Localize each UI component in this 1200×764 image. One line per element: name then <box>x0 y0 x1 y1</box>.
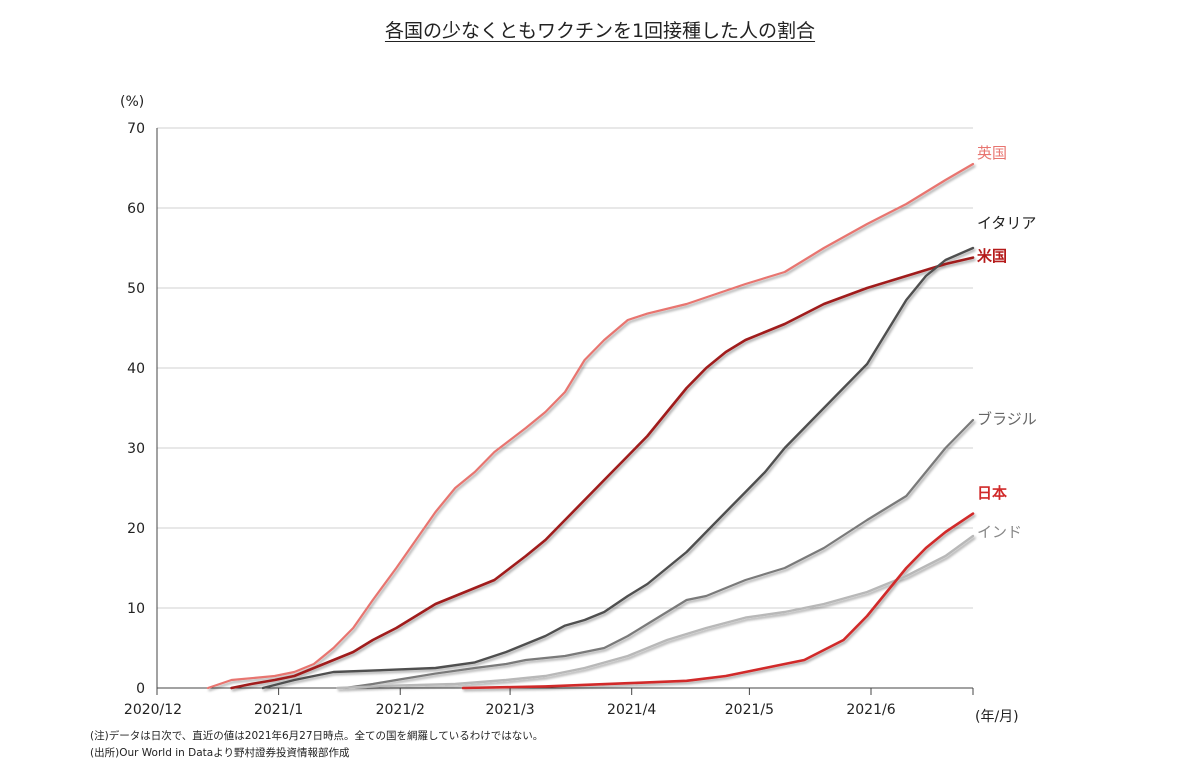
footnote: (注)データは日次で、直近の値は2021年6月27日時点。全ての国を網羅している… <box>90 730 544 742</box>
y-tick-label: 50 <box>127 281 145 297</box>
series-line-イタリア <box>261 246 975 690</box>
series-label-米国: 米国 <box>977 247 1007 265</box>
series-label-ブラジル: ブラジル <box>977 410 1037 428</box>
y-tick-label: 70 <box>127 121 145 137</box>
series-lines <box>206 162 975 690</box>
y-tick-label: 10 <box>127 601 145 617</box>
y-unit-label: (%) <box>120 94 144 110</box>
x-tick-label: 2021/4 <box>607 702 656 718</box>
series-line-米国 <box>230 256 975 690</box>
x-tick-label: 2021/2 <box>376 702 425 718</box>
series-label-イタリア: イタリア <box>977 214 1036 232</box>
series-line-日本 <box>461 512 975 690</box>
y-tick-label: 60 <box>127 201 145 217</box>
series-label-インド: インド <box>977 523 1022 541</box>
y-tick-label: 30 <box>127 441 145 457</box>
x-tick-label: 2021/1 <box>254 702 303 718</box>
y-tick-label: 20 <box>127 521 145 537</box>
x-tick-label: 2020/12 <box>124 702 182 718</box>
axes: 0 10 20 30 40 50 60 70 2020/12 2021/1 2021/2 2021/3… <box>120 94 1019 725</box>
x-tick-label: 2021/6 <box>846 702 895 718</box>
series-label-日本: 日本 <box>977 484 1007 502</box>
series-label-英国: 英国 <box>977 144 1007 162</box>
chart-title: 各国の少なくともワクチンを1回接種した人の割合 <box>384 20 816 42</box>
x-unit-label: (年/月) <box>975 709 1019 725</box>
x-tick-label: 2021/3 <box>485 702 534 718</box>
series-line-インド <box>336 534 975 690</box>
y-tick-label: 0 <box>136 681 145 697</box>
series-line-英国 <box>206 162 975 690</box>
x-tick-label: 2021/5 <box>725 702 774 718</box>
source-note: (出所)Our World in Dataより野村證券投資情報部作成 <box>90 747 350 759</box>
y-tick-label: 40 <box>127 361 145 377</box>
series-line-ブラジル <box>344 418 975 690</box>
grid-lines <box>157 127 973 609</box>
